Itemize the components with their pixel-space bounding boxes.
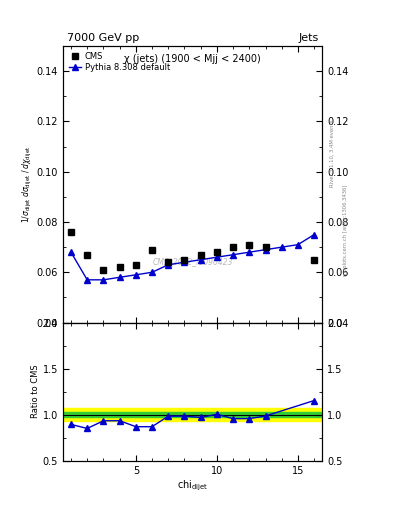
CMS (134, 262, 138, 268)
Y-axis label: Ratio to CMS: Ratio to CMS (31, 365, 40, 418)
X-axis label: chi$_\mathrm{dijet}$: chi$_\mathrm{dijet}$ (177, 478, 208, 493)
CMS (69, 229, 73, 235)
Pythia 8.308 default (215, 254, 219, 260)
CMS (117, 264, 122, 270)
Bar (63, 412, 322, 417)
Text: Rivet 3.1.10, 3.4M events: Rivet 3.1.10, 3.4M events (330, 120, 334, 187)
Pythia 8.308 default (150, 269, 154, 275)
CMS (312, 257, 316, 263)
Text: 7000 GeV pp: 7000 GeV pp (67, 33, 139, 44)
Pythia 8.308 default (296, 242, 300, 248)
CMS (101, 267, 106, 273)
Legend: CMS, Pythia 8.308 default: CMS, Pythia 8.308 default (67, 50, 171, 74)
CMS (85, 251, 90, 258)
Pythia 8.308 default (166, 262, 171, 268)
Bar (63, 408, 322, 421)
CMS (263, 244, 268, 250)
Text: mcplots.cern.ch [arXiv:1306.3436]: mcplots.cern.ch [arXiv:1306.3436] (343, 185, 347, 276)
Line: CMS: CMS (68, 229, 317, 272)
CMS (215, 249, 219, 255)
Pythia 8.308 default (69, 249, 73, 255)
Pythia 8.308 default (263, 247, 268, 253)
Text: χ (jets) (1900 < Mjj < 2400): χ (jets) (1900 < Mjj < 2400) (124, 54, 261, 65)
CMS (150, 247, 154, 253)
Pythia 8.308 default (247, 249, 252, 255)
Pythia 8.308 default (134, 272, 138, 278)
CMS (231, 244, 235, 250)
Pythia 8.308 default (182, 259, 187, 265)
Pythia 8.308 default (279, 244, 284, 250)
Text: CMS_2012_I1090423: CMS_2012_I1090423 (152, 257, 233, 266)
CMS (198, 251, 203, 258)
Pythia 8.308 default (101, 277, 106, 283)
CMS (166, 259, 171, 265)
Text: Jets: Jets (298, 33, 318, 44)
Pythia 8.308 default (231, 251, 235, 258)
CMS (182, 257, 187, 263)
Pythia 8.308 default (117, 274, 122, 281)
Y-axis label: $1/\sigma_\mathrm{dijet}\;d\sigma_\mathrm{dijet}\;/\;d\chi_\mathrm{dijet}$: $1/\sigma_\mathrm{dijet}\;d\sigma_\mathr… (21, 145, 34, 223)
Line: Pythia 8.308 default: Pythia 8.308 default (68, 232, 317, 283)
Pythia 8.308 default (198, 257, 203, 263)
CMS (247, 242, 252, 248)
Pythia 8.308 default (85, 277, 90, 283)
Pythia 8.308 default (312, 231, 316, 238)
